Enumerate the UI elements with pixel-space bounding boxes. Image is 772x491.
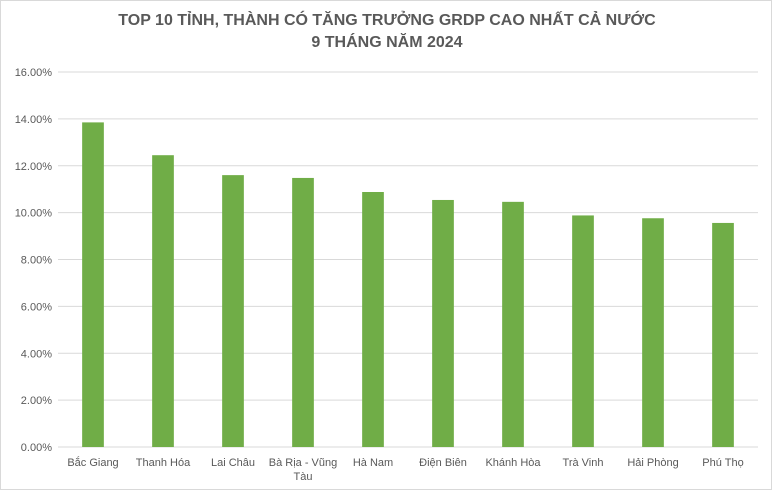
y-tick-label: 12.00% bbox=[15, 161, 53, 173]
x-tick-label: Thanh Hóa bbox=[136, 457, 191, 469]
chart-title: TOP 10 TỈNH, THÀNH CÓ TĂNG TRƯỞNG GRDP C… bbox=[118, 12, 656, 29]
x-tick-label: Khánh Hòa bbox=[485, 457, 541, 469]
x-tick-label: Phú Thọ bbox=[702, 457, 743, 469]
x-tick-label: Hải Phòng bbox=[627, 457, 678, 469]
x-tick-label: Bắc Giang bbox=[67, 456, 118, 469]
bar bbox=[432, 199, 454, 447]
y-tick-label: 10.00% bbox=[15, 208, 53, 220]
chart-title-block: TOP 10 TỈNH, THÀNH CÓ TĂNG TRƯỞNG GRDP C… bbox=[1, 10, 772, 54]
bar bbox=[152, 155, 174, 447]
x-tick-label: Trà Vinh bbox=[563, 457, 604, 469]
bar bbox=[642, 218, 664, 447]
y-tick-label: 4.00% bbox=[21, 348, 52, 360]
bar bbox=[222, 175, 244, 447]
bar bbox=[292, 177, 314, 447]
bar bbox=[502, 201, 524, 447]
bar bbox=[712, 222, 734, 447]
y-tick-label: 14.00% bbox=[15, 114, 53, 126]
y-tick-label: 6.00% bbox=[21, 301, 52, 313]
chart-subtitle: 9 THÁNG NĂM 2024 bbox=[311, 34, 463, 51]
y-tick-label: 0.00% bbox=[21, 442, 52, 454]
bar bbox=[362, 192, 384, 447]
x-tick-label: Hà Nam bbox=[353, 457, 393, 469]
y-tick-label: 16.00% bbox=[15, 67, 53, 79]
y-tick-label: 8.00% bbox=[21, 255, 52, 267]
bar bbox=[82, 122, 104, 447]
y-tick-label: 2.00% bbox=[21, 395, 52, 407]
x-tick-label: Bà Rịa - Vũng Tàu bbox=[269, 457, 337, 483]
bar bbox=[572, 215, 594, 447]
x-tick-label: Lai Châu bbox=[211, 457, 255, 469]
x-tick-label: Điện Biên bbox=[419, 457, 467, 469]
